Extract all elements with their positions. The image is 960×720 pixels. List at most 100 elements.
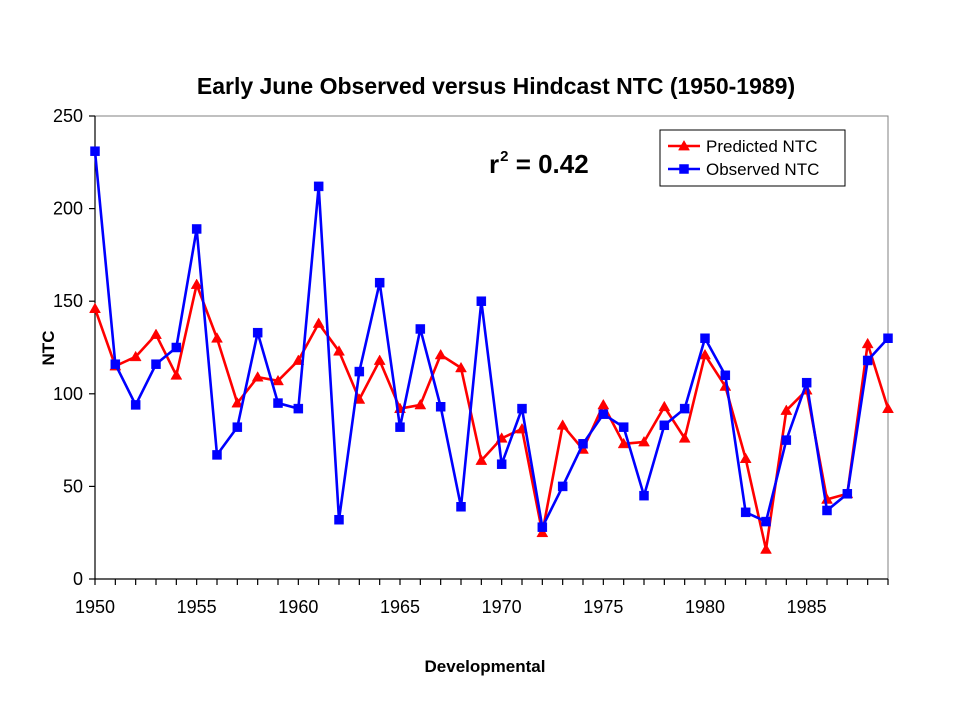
data-point [842,489,853,499]
x-tick-label: 1985 [787,597,827,617]
data-point [212,450,222,460]
x-tick-label: 1975 [583,597,623,617]
data-point [313,181,324,192]
data-point [333,345,345,356]
data-point [395,422,405,432]
data-point [90,146,100,156]
data-point [190,278,203,289]
data-point [536,526,549,538]
data-point [699,348,711,360]
r-squared-value: = 0.42 [508,149,588,179]
data-point [455,361,467,373]
data-point [251,371,264,382]
data-point [883,333,893,343]
data-point [700,333,710,343]
y-tick-label: 0 [73,569,83,589]
legend: Predicted NTC Observed NTC [659,129,846,187]
data-point [273,398,283,408]
data-point [191,224,202,234]
data-point [110,359,121,369]
legend-entry: Observed NTC [668,160,819,179]
data-point [435,402,446,412]
data-point [618,422,629,432]
data-point [373,354,386,365]
data-point [801,377,812,388]
y-tick-label: 200 [53,199,83,219]
legend-label: Predicted NTC [706,137,817,156]
data-point [415,324,426,334]
data-point [597,398,610,410]
data-point [232,422,243,432]
data-point [475,454,488,465]
data-point [150,328,162,339]
series-line [93,283,890,551]
chart-title: Early June Observed versus Hindcast NTC … [197,73,795,99]
r-squared-prefix: r [489,149,499,179]
x-tick-label: 1960 [278,597,318,617]
data-point [414,398,427,410]
data-point [434,348,447,360]
series-square-group [90,146,893,532]
y-axis-label: NTC [39,331,58,366]
data-point [517,403,527,414]
legend-swatch-marker [678,139,690,151]
data-point [862,355,873,366]
data-point [354,366,365,377]
data-point [780,404,793,415]
data-point [89,302,101,313]
data-point [720,370,731,381]
data-point [617,437,630,449]
data-point [211,332,223,343]
x-axis-label: Developmental [425,657,546,676]
y-tick-label: 250 [53,106,83,126]
r-squared-superscript: 2 [500,148,508,165]
y-axis: 0 50 100 150 200 250 [53,106,96,589]
data-point [639,490,649,501]
data-point [740,507,751,518]
data-point [760,543,772,554]
data-point [334,514,344,525]
legend-entry: Predicted NTC [668,137,817,156]
data-point [822,505,832,516]
data-point [658,400,671,412]
x-tick-label: 1965 [380,597,420,617]
data-point [557,481,568,492]
data-point [781,435,792,445]
data-point [882,402,894,413]
data-point [272,374,284,386]
series-line [93,151,889,529]
data-point [598,409,609,419]
data-point [678,432,691,443]
r-squared-annotation: r2 = 0.42 [489,148,589,179]
data-point [556,419,569,430]
x-tick-label: 1955 [177,597,217,617]
data-point [130,400,141,410]
svg-text:r2 = 0.42: r2 = 0.42 [489,148,589,179]
data-point [496,459,507,469]
data-point [231,397,244,408]
x-tick-label: 1950 [75,597,115,617]
data-point [476,296,487,306]
data-point [761,516,771,527]
series-layer [89,146,894,554]
data-point [374,277,385,288]
data-point [170,369,183,380]
legend-label: Observed NTC [706,160,819,179]
data-point [252,327,263,338]
series-triangle-group [89,278,894,554]
data-point [739,452,752,463]
x-tick-label: 1970 [482,597,522,617]
data-point [129,350,142,362]
legend-swatch-marker [679,164,689,174]
y-tick-label: 150 [53,291,83,311]
x-axis: 1950 1955 1960 1965 1970 1975 1980 1985 [75,578,889,617]
data-point [679,403,690,414]
legend-box [659,129,846,187]
data-point [312,317,325,328]
data-point [578,439,588,449]
data-point [456,502,466,512]
x-tick-label: 1980 [685,597,725,617]
data-point [638,435,650,447]
y-tick-label: 50 [63,476,83,496]
